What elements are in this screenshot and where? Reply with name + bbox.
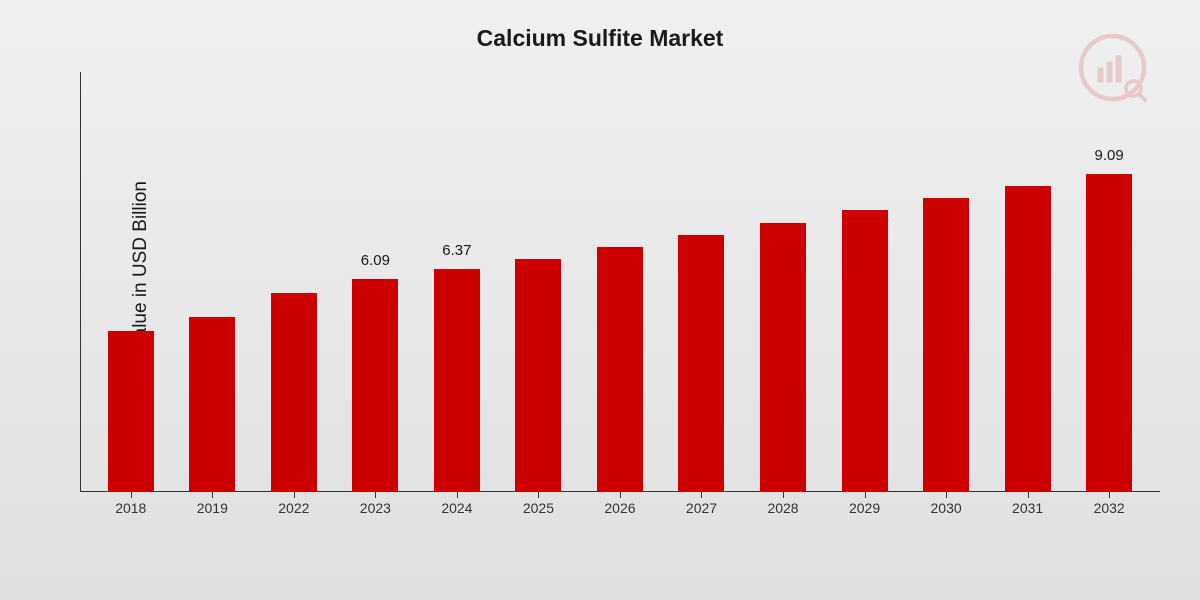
- bar: [597, 247, 643, 492]
- x-axis-tick-label: 2023: [335, 492, 417, 522]
- x-tick: [212, 492, 213, 498]
- x-tick: [457, 492, 458, 498]
- bar-group: 6.09: [335, 72, 417, 492]
- x-tick: [865, 492, 866, 498]
- bar: [923, 198, 969, 492]
- bar-group: [824, 72, 906, 492]
- bar-group: [661, 72, 743, 492]
- x-tick: [294, 492, 295, 498]
- bar: [1086, 174, 1132, 492]
- x-axis-tick-label: 2018: [90, 492, 172, 522]
- bar: [842, 210, 888, 492]
- bar-group: [172, 72, 254, 492]
- bar-group: [742, 72, 824, 492]
- x-tick: [620, 492, 621, 498]
- x-axis-tick-label: 2030: [905, 492, 987, 522]
- x-tick: [1028, 492, 1029, 498]
- bar-group: [905, 72, 987, 492]
- x-tick: [946, 492, 947, 498]
- x-axis-tick-label: 2031: [987, 492, 1069, 522]
- x-tick: [538, 492, 539, 498]
- bar-value-label: 6.37: [442, 242, 471, 259]
- x-tick: [375, 492, 376, 498]
- x-axis-tick-label: 2029: [824, 492, 906, 522]
- bar: [108, 331, 154, 492]
- x-tick: [131, 492, 132, 498]
- bar-group: [498, 72, 580, 492]
- bar-group: 6.37: [416, 72, 498, 492]
- bar: [189, 317, 235, 492]
- x-axis-tick-label: 2028: [742, 492, 824, 522]
- x-axis-tick-label: 2026: [579, 492, 661, 522]
- x-axis-tick-label: 2024: [416, 492, 498, 522]
- x-axis-tick-label: 2032: [1068, 492, 1150, 522]
- x-axis-tick-label: 2019: [172, 492, 254, 522]
- x-tick: [1109, 492, 1110, 498]
- bar-group: [90, 72, 172, 492]
- bar-group: [253, 72, 335, 492]
- bar: [271, 293, 317, 493]
- bar: [352, 279, 398, 492]
- chart-container: Market Value in USD Billion 6.096.379.09…: [80, 72, 1160, 522]
- x-axis-tick-label: 2027: [661, 492, 743, 522]
- bar: [760, 223, 806, 492]
- bar: [678, 235, 724, 492]
- bar: [434, 269, 480, 492]
- x-tick: [701, 492, 702, 498]
- bar-value-label: 9.09: [1095, 147, 1124, 164]
- bars-area: 6.09 6.37 9.09: [80, 72, 1160, 492]
- bar-group: [987, 72, 1069, 492]
- chart-title: Calcium Sulfite Market: [0, 0, 1200, 72]
- x-axis-tick-label: 2022: [253, 492, 335, 522]
- x-labels: 2018201920222023202420252026202720282029…: [80, 492, 1160, 522]
- bar-value-label: 6.09: [361, 252, 390, 269]
- x-axis-tick-label: 2025: [498, 492, 580, 522]
- bar: [1005, 186, 1051, 492]
- x-tick: [783, 492, 784, 498]
- bar-group: [579, 72, 661, 492]
- bar: [515, 259, 561, 492]
- bar-group: 9.09: [1068, 72, 1150, 492]
